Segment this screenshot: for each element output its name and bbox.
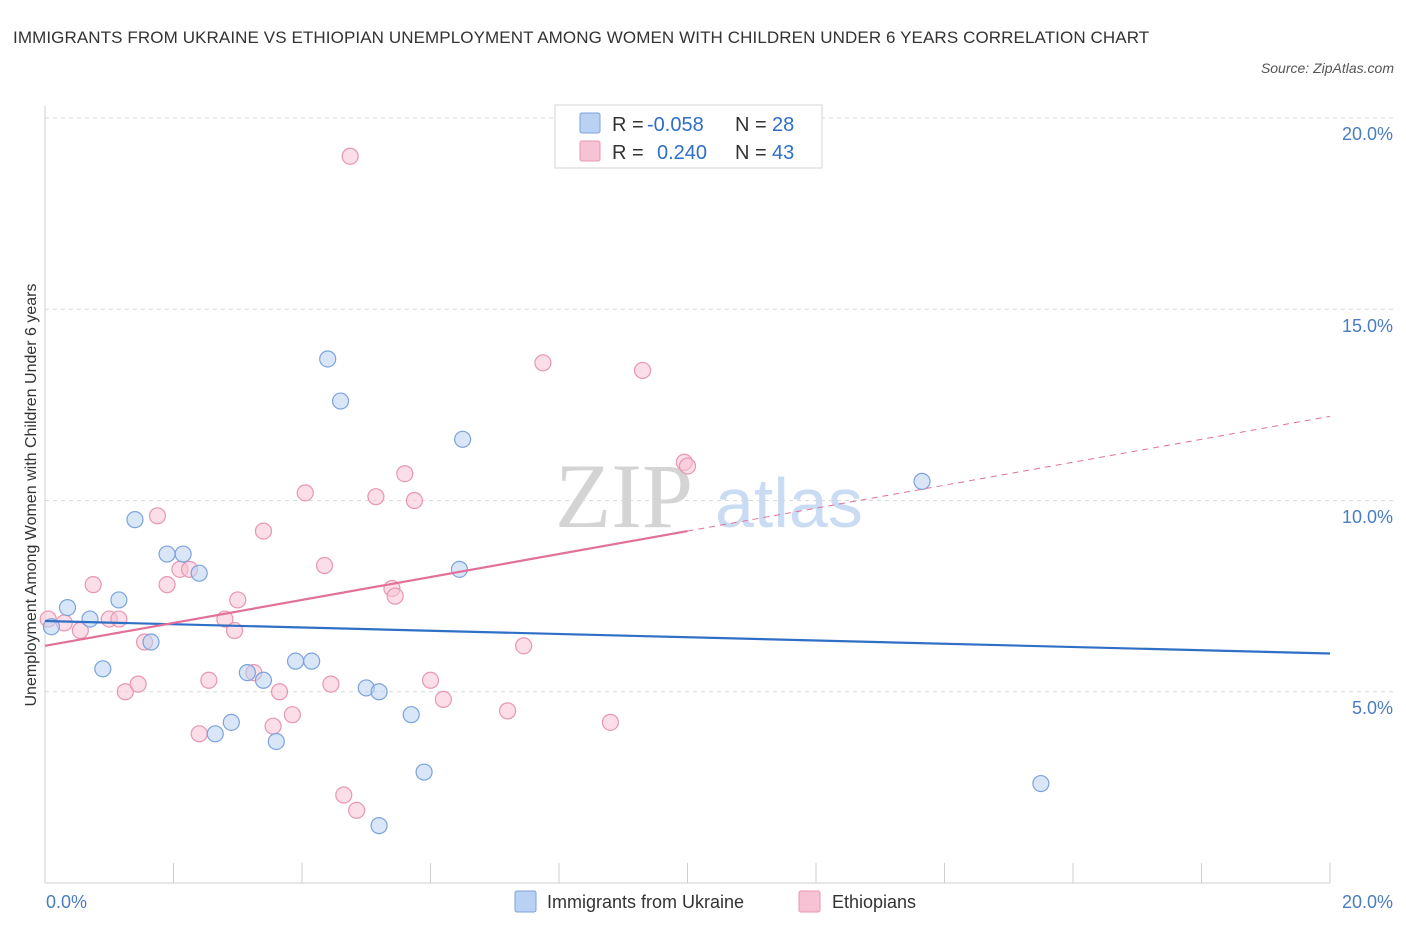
chart-source: Source: ZipAtlas.com: [1260, 60, 1394, 76]
ukraine-point-23: [415, 763, 433, 781]
series-ukraine-points: [42, 350, 1050, 835]
y-tick-label-5: 5.0%: [1352, 698, 1393, 718]
x-axis-ticks: [173, 863, 1331, 883]
ukraine-point-0: [42, 618, 61, 636]
legend-label-ukraine: Immigrants from Ukraine: [547, 892, 744, 912]
gridlines: [45, 117, 1395, 693]
ukraine-point-26: [913, 472, 931, 490]
ukraine-point-2: [81, 610, 99, 628]
ukraine-point-15: [286, 652, 305, 670]
legend-r-value-blue: -0.058: [647, 114, 704, 136]
ukraine-point-11: [222, 713, 240, 731]
ukraine-point-27: [1032, 774, 1050, 793]
ukraine-point-4: [110, 591, 128, 609]
ethiopians-point-7: [129, 675, 147, 693]
ethiopians-point-27: [341, 147, 359, 165]
y-tick-label-10: 10.0%: [1342, 507, 1393, 527]
ukraine-point-20: [370, 683, 388, 701]
ethiopians-point-37: [515, 637, 533, 655]
ethiopians-point-33: [405, 491, 424, 510]
legend-r-label-pink: R =: [612, 142, 644, 164]
legend-n-value-blue: 28: [772, 114, 794, 136]
ethiopians-point-38: [534, 354, 552, 372]
y-tick-label-20: 20.0%: [1342, 124, 1393, 144]
trendline-ethiopians-extension: [687, 415, 1331, 532]
ukraine-point-6: [142, 633, 160, 651]
trendline-ukraine: [44, 619, 1331, 655]
ukraine-point-25: [450, 560, 469, 578]
ukraine-point-9: [190, 564, 208, 582]
ukraine-point-17: [319, 350, 337, 368]
ethiopians-point-3: [84, 576, 102, 594]
y-axis-title: Unemployment Among Women with Children U…: [23, 283, 40, 706]
ethiopians-point-6: [116, 683, 134, 701]
ukraine-point-22: [402, 706, 420, 724]
ethiopians-point-26: [335, 786, 353, 804]
ethiopians-point-34: [421, 671, 440, 689]
ethiopians-point-22: [283, 706, 301, 724]
legend-n-label-pink: N =: [735, 142, 767, 164]
ethiopians-point-24: [315, 556, 334, 575]
ethiopians-point-35: [434, 690, 452, 709]
legend-swatch-ukraine: [514, 890, 537, 913]
ukraine-point-24: [454, 430, 472, 448]
ethiopians-point-42: [678, 457, 697, 475]
ukraine-point-14: [267, 732, 285, 751]
legend-n-value-pink: 43: [772, 142, 794, 164]
ethiopians-point-28: [348, 801, 366, 819]
ethiopians-point-9: [148, 507, 167, 525]
ethiopians-point-20: [264, 717, 282, 735]
ukraine-point-13: [254, 671, 273, 689]
ethiopians-point-19: [254, 522, 273, 540]
ethiopians-point-21: [270, 683, 289, 701]
ukraine-point-3: [94, 660, 112, 678]
ukraine-point-12: [238, 664, 256, 682]
watermark-zip: ZIP: [555, 445, 693, 547]
watermark-atlas: atlas: [715, 464, 863, 542]
y-tick-label-15: 15.0%: [1342, 316, 1393, 336]
ukraine-point-5: [126, 511, 144, 529]
ukraine-point-21: [370, 817, 388, 835]
ethiopians-point-36: [499, 702, 517, 720]
ethiopians-point-5: [110, 610, 128, 628]
ethiopians-point-13: [190, 725, 208, 743]
legend-r-label-blue: R =: [612, 114, 644, 136]
y-tick-labels: 5.0% 10.0% 15.0% 20.0%: [1342, 124, 1393, 718]
legend-swatch-ethiopians: [798, 890, 821, 913]
ethiopians-point-29: [367, 488, 385, 506]
ukraine-point-10: [206, 725, 224, 743]
trend-lines: [44, 415, 1331, 655]
ethiopians-point-23: [296, 484, 314, 502]
x-tick-label-max: 20.0%: [1342, 892, 1393, 912]
trendline-ethiopians: [44, 530, 688, 647]
ethiopians-point-25: [322, 675, 340, 693]
x-tick-label-min: 0.0%: [46, 892, 87, 912]
ukraine-point-8: [174, 545, 192, 563]
ukraine-point-7: [158, 545, 176, 563]
legend-n-label-blue: N =: [735, 114, 767, 136]
correlation-legend: R = -0.058 N = 28 R = 0.240 N = 43: [554, 104, 823, 169]
legend-r-value-pink: 0.240: [657, 142, 707, 164]
legend-swatch-pink: [579, 140, 601, 162]
legend-label-ethiopians: Ethiopians: [832, 892, 916, 912]
ethiopians-point-31: [386, 587, 404, 605]
ethiopians-point-39: [601, 713, 620, 731]
ukraine-point-16: [303, 652, 321, 670]
chart-title: IMMIGRANTS FROM UKRAINE VS ETHIOPIAN UNE…: [13, 28, 1150, 47]
ethiopians-point-40: [633, 361, 652, 380]
ethiopians-point-10: [158, 576, 176, 594]
ethiopians-point-14: [200, 671, 218, 689]
ethiopians-point-17: [229, 591, 247, 609]
ukraine-point-1: [58, 598, 77, 617]
legend-swatch-blue: [579, 112, 601, 134]
series-legend: Immigrants from Ukraine Ethiopians: [514, 890, 916, 913]
ethiopians-point-32: [396, 465, 414, 483]
ukraine-point-18: [331, 392, 350, 410]
